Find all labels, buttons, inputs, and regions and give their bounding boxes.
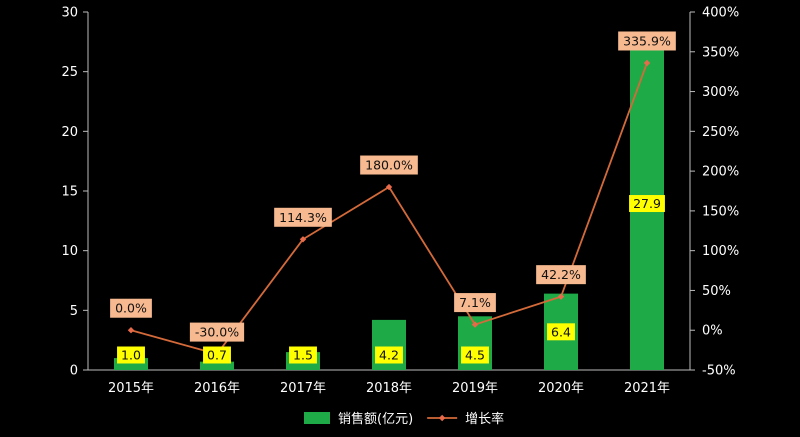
- line-value-label-bg: [189, 322, 245, 342]
- legend-bar-label: 销售额(亿元): [338, 411, 413, 427]
- y-right-tick-label: -50%: [702, 364, 736, 379]
- x-tick-label: 2019年: [452, 381, 498, 396]
- bar: [114, 358, 148, 370]
- line-point-marker: [385, 183, 393, 191]
- bar-value-label: 4.2: [375, 346, 403, 364]
- y-right-tick-label: 400%: [702, 6, 739, 21]
- bar-value-label-bg: [289, 346, 317, 364]
- line-value-label: -30.0%: [189, 322, 245, 342]
- line-value-label-bg: [274, 207, 332, 227]
- bar-value-label: 0.7: [203, 346, 231, 364]
- axes: 0 5 10 15 20 25 30 -50% 0% 50% 100% 150% 200% 250% 300…: [61, 6, 739, 397]
- legend-bar-swatch: [304, 412, 330, 424]
- line-value-label-bg: [454, 293, 496, 313]
- y-left-tick-label: 5: [70, 304, 78, 319]
- line-value-label-bg: [360, 155, 418, 175]
- x-tick-label: 2015年: [108, 381, 154, 396]
- legend-line-label: 增长率: [465, 411, 504, 427]
- y-left-tick-label: 25: [61, 65, 78, 80]
- bar-value-label-bg: [203, 346, 231, 364]
- bar-value-label-bg: [375, 346, 403, 364]
- line-value-label: 42.2%: [536, 265, 586, 285]
- y-right-tick-label: 200%: [702, 165, 739, 180]
- x-tick-label: 2017年: [280, 381, 326, 396]
- line-value-label: 180.0%: [360, 155, 418, 175]
- bar-value-label-text: 1.0: [121, 348, 141, 363]
- line-value-label-bg: [110, 298, 152, 318]
- bar-value-label-bg: [547, 323, 575, 341]
- bar-value-label: 6.4: [547, 323, 575, 341]
- line-value-label-text: -30.0%: [195, 325, 239, 340]
- y-right-tick-label: 0%: [702, 324, 723, 339]
- bar-value-label-text: 4.5: [465, 348, 485, 363]
- y-right-tick-label: 350%: [702, 45, 739, 60]
- y-left-tick-label: 30: [61, 6, 78, 21]
- line-value-label-text: 114.3%: [279, 210, 327, 225]
- bar-value-label-bg: [117, 346, 145, 364]
- x-tick-label: 2018年: [366, 381, 412, 396]
- bar-value-label-text: 4.2: [379, 348, 399, 363]
- line-value-label-bg: [536, 265, 586, 285]
- bar-value-label: 4.5: [461, 346, 489, 364]
- y-right-tick-label: 150%: [702, 204, 739, 219]
- x-tick-label: 2020年: [538, 381, 584, 396]
- bar: [200, 361, 234, 370]
- bar-value-label-text: 27.9: [633, 196, 661, 211]
- line-value-label: 7.1%: [454, 293, 496, 313]
- line-point-marker: [471, 321, 479, 328]
- bar-value-label-bg: [461, 346, 489, 364]
- bar-value-label-text: 6.4: [551, 324, 571, 339]
- y-right-tick-label: 100%: [702, 244, 739, 259]
- legend: 销售额(亿元) 增长率: [304, 411, 504, 427]
- x-tick-label: 2016年: [194, 381, 240, 396]
- y-right-tick-label: 300%: [702, 85, 739, 100]
- bar-value-label-text: 1.5: [293, 348, 313, 363]
- bar-value-label: 27.9: [629, 195, 665, 213]
- line-point-marker: [643, 59, 651, 67]
- data-labels: 1.0 0.7 1.5 4.2 4.5 6.4 27.9 0.0% -30.0% 114.3% 18…: [110, 31, 676, 364]
- y-left-tick-label: 20: [61, 125, 78, 140]
- bar-value-label-bg: [629, 195, 665, 213]
- line-value-label-text: 42.2%: [541, 267, 581, 282]
- line-point-marker: [299, 236, 307, 243]
- line-value-label: 335.9%: [618, 31, 676, 51]
- line-point-marker: [557, 293, 565, 300]
- line-value-label: 114.3%: [274, 207, 332, 227]
- y-right-tick-label: 50%: [702, 284, 731, 299]
- x-tick-label: 2021年: [624, 381, 670, 396]
- y-left-tick-label: 15: [61, 185, 78, 200]
- bar-value-label: 1.0: [117, 346, 145, 364]
- line-value-label-text: 0.0%: [115, 301, 147, 316]
- line-value-label-text: 335.9%: [623, 33, 671, 48]
- line-value-label: 0.0%: [110, 298, 152, 318]
- y-left-tick-label: 0: [70, 364, 78, 379]
- y-left-tick-label: 10: [61, 244, 78, 259]
- bar-value-label: 1.5: [289, 346, 317, 364]
- bar-value-label-text: 0.7: [207, 348, 227, 363]
- line-value-label-bg: [618, 31, 676, 51]
- y-right-tick-label: 250%: [702, 125, 739, 140]
- line-point-marker: [127, 327, 135, 334]
- line-value-label-text: 7.1%: [459, 295, 491, 310]
- bar-series: [114, 37, 664, 371]
- legend-line-marker: [438, 414, 446, 422]
- line-value-label-text: 180.0%: [365, 158, 413, 173]
